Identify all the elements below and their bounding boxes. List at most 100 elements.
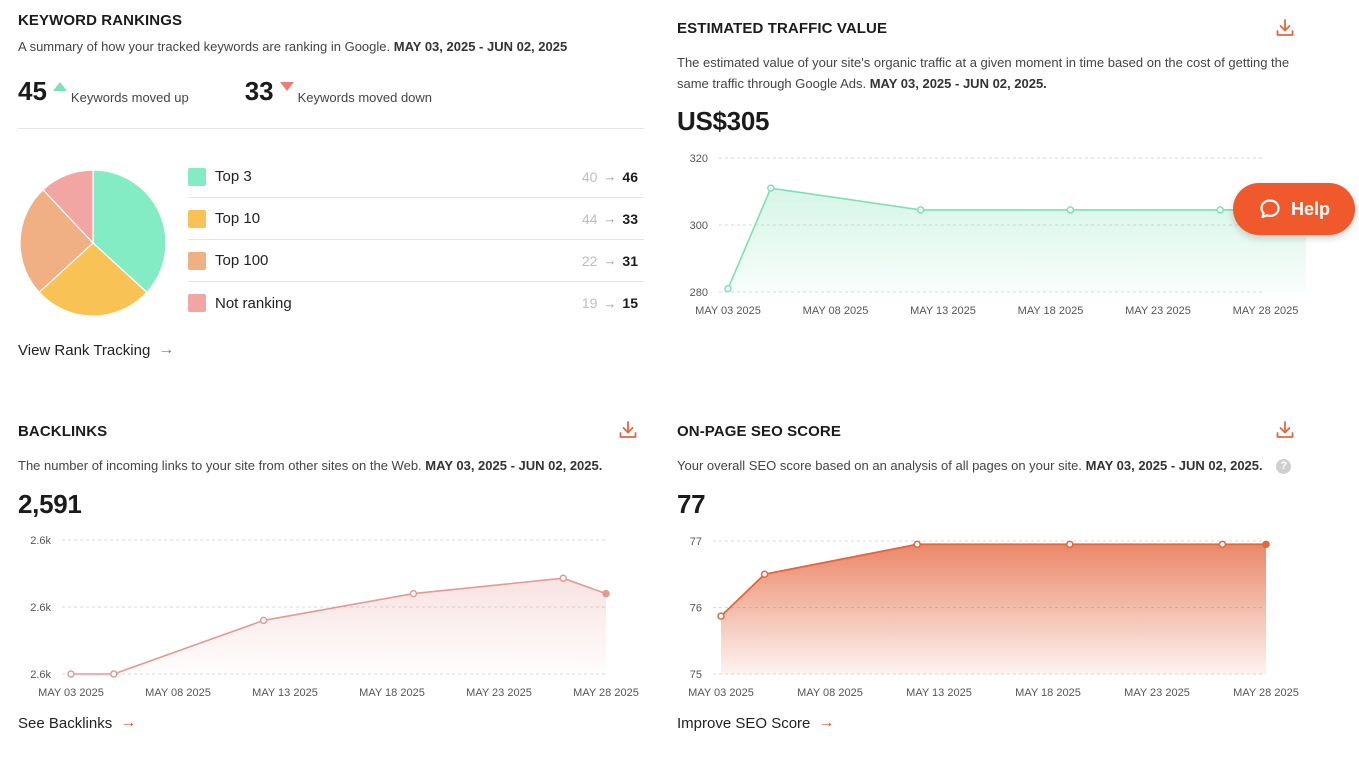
keyword-rankings-title: KEYWORD RANKINGS (18, 12, 183, 29)
data-point[interactable] (1218, 540, 1227, 549)
seo-score-desc-text: Your overall SEO score based on an analy… (677, 458, 1082, 473)
data-point[interactable] (767, 184, 775, 192)
legend-values: 19 → 15 (582, 295, 638, 311)
x-tick-label: MAY 13 2025 (906, 687, 972, 699)
pie-slice-top-100 (19, 188, 94, 294)
legend-row-not-ranking: Not ranking 19 → 15 (188, 282, 644, 324)
legend-new-value: 33 (622, 210, 638, 227)
data-point[interactable] (602, 589, 610, 598)
arrow-right-icon: → (603, 295, 617, 311)
data-point[interactable] (110, 670, 118, 678)
y-tick-label: 77 (690, 536, 702, 548)
backlinks-desc-text: The number of incoming links to your sit… (18, 458, 422, 473)
data-point[interactable] (67, 670, 75, 678)
x-tick-label: MAY 28 2025 (1233, 305, 1299, 317)
backlinks-count: 2,591 (18, 489, 82, 519)
data-point[interactable] (760, 570, 769, 578)
x-tick-label: MAY 28 2025 (573, 687, 639, 699)
data-point[interactable] (1066, 540, 1074, 549)
moved-up-count: 45 (18, 76, 47, 106)
seo-score-value: 77 (677, 489, 706, 519)
keyword-rankings-pie-chart (19, 169, 167, 317)
download-icon[interactable] (1275, 18, 1295, 38)
moved-up-label: Keywords moved up (70, 90, 189, 105)
series-area (721, 544, 1266, 674)
triangle-up-icon (52, 82, 67, 91)
question-icon[interactable]: ? (1276, 459, 1292, 475)
x-tick-label: MAY 08 2025 (797, 687, 863, 699)
x-tick-label: MAY 03 2025 (695, 305, 761, 317)
moved-down-count: 33 (244, 76, 274, 106)
data-point[interactable] (1066, 206, 1075, 214)
x-tick-label: MAY 08 2025 (145, 687, 211, 699)
x-tick-label: MAY 08 2025 (803, 305, 869, 317)
x-tick-label: MAY 23 2025 (1124, 687, 1190, 699)
backlinks-chart: 2.6k 2.6k 2.6k MAY 03 2025 MAY 08 2025 MAY 13… (30, 535, 639, 699)
seo-score-title: ON-PAGE SEO SCORE (677, 423, 841, 440)
traffic-value-desc: The estimated value of your site's organ… (677, 52, 1302, 94)
legend-label: Top 100 (215, 252, 269, 269)
x-tick-label: MAY 13 2025 (252, 687, 318, 699)
legend-swatch (188, 209, 206, 228)
x-tick-label: MAY 18 2025 (1018, 305, 1084, 317)
moved-down-label: Keywords moved down (297, 90, 433, 105)
pie-slice-not-ranking (42, 169, 94, 245)
keyword-rankings-desc: A summary of how your tracked keywords a… (18, 36, 567, 57)
divider (18, 128, 644, 129)
seo-score-chart: 77 76 75 MAY 03 2025 MAY 08 2025 MAY 13 2025 M… (688, 536, 1299, 699)
backlinks-desc: The number of incoming links to your sit… (18, 455, 602, 476)
data-point[interactable] (916, 206, 925, 214)
y-tick-label: 2.6k (30, 669, 51, 681)
legend-old-value: 22 (581, 252, 598, 269)
y-tick-label: 2.6k (30, 535, 51, 547)
x-tick-label: MAY 23 2025 (1125, 305, 1191, 317)
y-tick-label: 320 (690, 153, 708, 165)
chat-bubble-icon (1260, 199, 1280, 219)
traffic-value-chart: 320 300 280 MAY 03 2025 MAY 08 2025 MAY 13 20… (690, 153, 1310, 317)
seo-score-panel: ON-PAGE SEO SCORE Your overall SEO score… (677, 412, 1317, 772)
legend-values: 44 → 33 (582, 211, 638, 227)
data-point[interactable] (409, 589, 418, 598)
download-icon[interactable] (618, 420, 638, 440)
legend-swatch (188, 294, 206, 312)
view-rank-tracking-link[interactable]: View Rank Tracking → (18, 341, 174, 359)
x-tick-label: MAY 03 2025 (38, 687, 104, 699)
data-point[interactable] (913, 540, 921, 549)
legend-old-value: 40 (581, 168, 598, 185)
series-area (71, 578, 606, 674)
y-tick-label: 75 (690, 669, 702, 681)
data-point[interactable] (1216, 206, 1224, 214)
see-backlinks-link[interactable]: See Backlinks → (18, 714, 136, 732)
legend-values: 22 → 31 (582, 253, 638, 269)
view-rank-tracking-label: View Rank Tracking (18, 341, 151, 359)
traffic-value-date-range: MAY 03, 2025 - JUN 02, 2025. (869, 76, 1047, 91)
arrow-right-icon: → (120, 714, 137, 731)
data-point[interactable] (259, 616, 268, 625)
legend-swatch (188, 167, 206, 186)
backlinks-date-range: MAY 03, 2025 - JUN 02, 2025. (425, 458, 603, 473)
data-point[interactable] (717, 612, 725, 620)
keyword-rankings-legend: Top 3 40 → 46 Top 10 44 → 33 Top 100 22 … (188, 156, 644, 324)
series-line (71, 577, 607, 675)
moved-down-stat: 33 Keywords moved down (245, 76, 432, 107)
pie-slice-top-3 (92, 169, 167, 294)
traffic-value-panel: ESTIMATED TRAFFIC VALUE The estimated va… (677, 10, 1317, 380)
legend-row-top100: Top 100 22 → 31 (188, 240, 644, 282)
keyword-rankings-desc-text: A summary of how your tracked keywords a… (18, 39, 391, 54)
help-button[interactable]: Help (1233, 183, 1355, 235)
data-point[interactable] (1262, 540, 1270, 549)
legend-old-value: 44 (581, 210, 598, 227)
download-icon[interactable] (1275, 420, 1295, 440)
arrow-right-icon: → (603, 253, 617, 268)
improve-seo-score-link[interactable]: Improve SEO Score → (677, 714, 834, 732)
legend-new-value: 46 (622, 168, 638, 185)
x-tick-label: MAY 28 2025 (1233, 687, 1299, 699)
data-point[interactable] (559, 574, 567, 582)
moved-up-stat: 45 Keywords moved up (18, 76, 189, 107)
legend-row-top3: Top 3 40 → 46 (188, 156, 644, 198)
legend-new-value: 15 (622, 295, 638, 311)
keyword-rankings-panel: KEYWORD RANKINGS A summary of how your t… (18, 10, 644, 380)
data-point[interactable] (724, 284, 732, 293)
pie-slice-top-10 (38, 242, 148, 317)
x-tick-label: MAY 13 2025 (910, 305, 976, 317)
